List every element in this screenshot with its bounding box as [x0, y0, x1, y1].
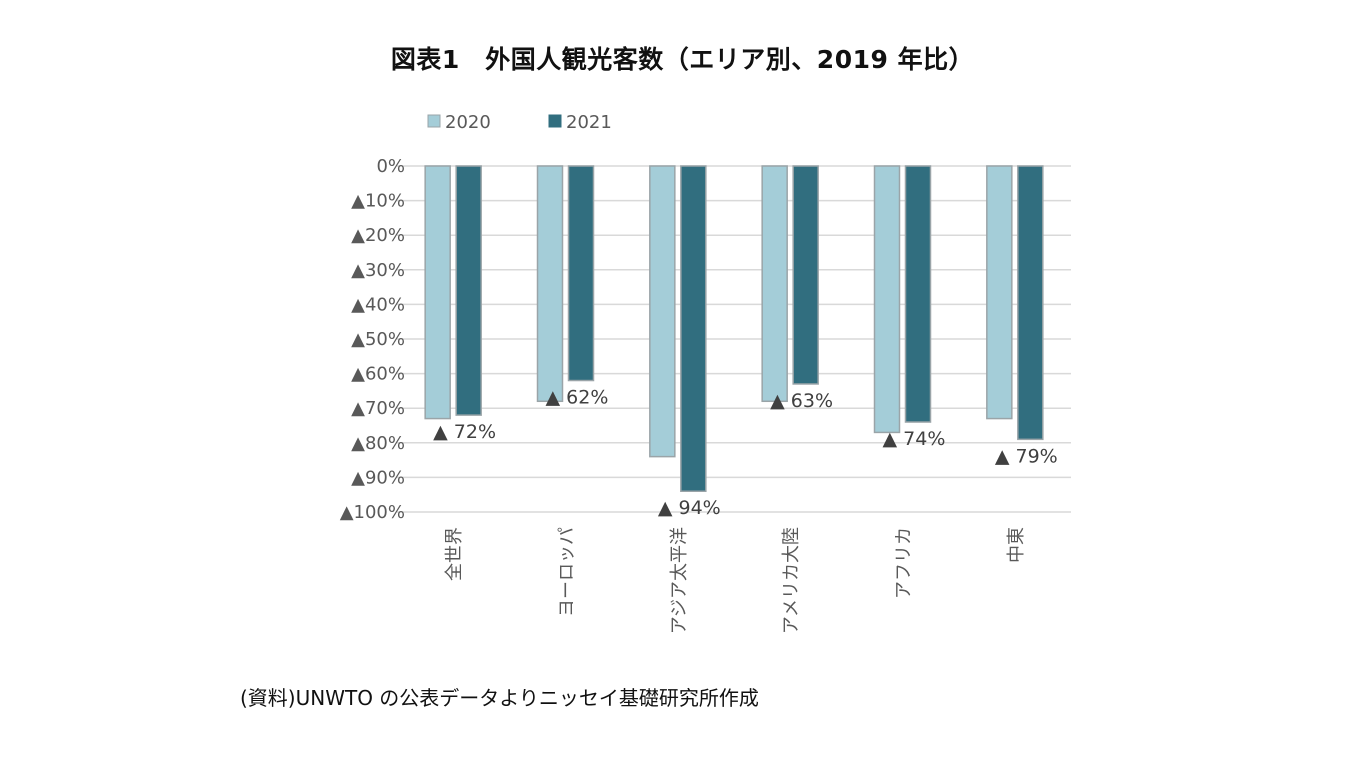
- bar-2020: [986, 165, 1013, 420]
- y-tick-label: ▲70%: [351, 398, 405, 419]
- y-tick-label: ▲40%: [351, 294, 405, 315]
- legend-swatch: [427, 114, 441, 128]
- data-label: ▲ 74%: [883, 428, 946, 450]
- y-tick-label: ▲30%: [351, 260, 405, 281]
- bar-2021: [904, 165, 932, 423]
- bar-2021: [567, 165, 595, 382]
- chart-title: 図表1 外国人観光客数（エリア別、2019 年比）: [390, 45, 975, 74]
- y-tick-label: 0%: [376, 156, 405, 177]
- source-note: (資料)UNWTO の公表データよりニッセイ基礎研究所作成: [240, 686, 759, 710]
- category-label: アメリカ大陸: [781, 527, 802, 634]
- category-label: アフリカ: [894, 527, 915, 599]
- y-tick-label: ▲90%: [351, 467, 405, 488]
- category-label: アジア太平洋: [669, 527, 690, 634]
- bar-2021: [792, 165, 819, 385]
- data-label: ▲ 63%: [770, 390, 833, 412]
- data-label: ▲ 62%: [546, 387, 609, 409]
- bar-2020: [649, 165, 676, 458]
- y-tick-label: ▲80%: [351, 433, 405, 454]
- bar-2021: [680, 165, 707, 492]
- y-tick-label: ▲60%: [351, 364, 405, 385]
- category-label: 中東: [1006, 527, 1027, 563]
- data-label: ▲ 94%: [658, 497, 721, 519]
- y-tick-label: ▲20%: [351, 225, 405, 246]
- data-label: ▲ 79%: [995, 445, 1058, 467]
- bar-2020: [536, 165, 564, 403]
- bar-2021: [1017, 165, 1044, 441]
- legend-swatch: [548, 114, 562, 128]
- bar-2020: [873, 165, 901, 434]
- category-label: 全世界: [444, 527, 465, 581]
- legend-label: 2020: [445, 112, 491, 133]
- y-tick-label: ▲100%: [340, 502, 405, 523]
- data-label: ▲ 72%: [433, 421, 496, 443]
- y-tick-label: ▲10%: [351, 191, 405, 212]
- y-tick-label: ▲50%: [351, 329, 405, 350]
- bar-2020: [424, 165, 451, 420]
- category-label: ヨーロッパ: [557, 527, 578, 617]
- bar-2020: [761, 165, 788, 403]
- bar-2021: [455, 165, 482, 416]
- legend-label: 2021: [566, 112, 612, 133]
